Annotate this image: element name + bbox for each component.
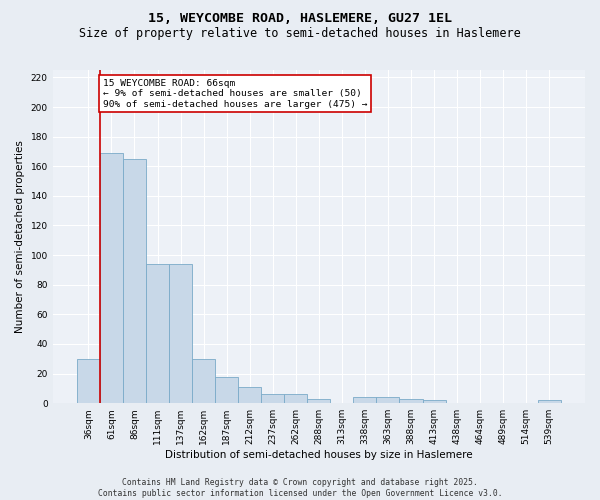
Bar <box>146 264 169 403</box>
Text: 15, WEYCOMBE ROAD, HASLEMERE, GU27 1EL: 15, WEYCOMBE ROAD, HASLEMERE, GU27 1EL <box>148 12 452 26</box>
Text: Contains HM Land Registry data © Crown copyright and database right 2025.
Contai: Contains HM Land Registry data © Crown c… <box>98 478 502 498</box>
Bar <box>169 264 192 403</box>
Text: Size of property relative to semi-detached houses in Haslemere: Size of property relative to semi-detach… <box>79 28 521 40</box>
X-axis label: Distribution of semi-detached houses by size in Haslemere: Distribution of semi-detached houses by … <box>165 450 473 460</box>
Bar <box>77 359 100 403</box>
Bar <box>422 400 446 403</box>
Bar <box>538 400 561 403</box>
Bar <box>100 153 123 403</box>
Bar <box>307 399 331 403</box>
Text: 15 WEYCOMBE ROAD: 66sqm
← 9% of semi-detached houses are smaller (50)
90% of sem: 15 WEYCOMBE ROAD: 66sqm ← 9% of semi-det… <box>103 79 367 108</box>
Y-axis label: Number of semi-detached properties: Number of semi-detached properties <box>15 140 25 333</box>
Bar <box>376 398 400 403</box>
Bar <box>192 359 215 403</box>
Bar <box>123 159 146 403</box>
Bar <box>284 394 307 403</box>
Bar <box>400 399 422 403</box>
Bar <box>238 387 261 403</box>
Bar <box>353 398 376 403</box>
Bar <box>261 394 284 403</box>
Bar <box>215 376 238 403</box>
